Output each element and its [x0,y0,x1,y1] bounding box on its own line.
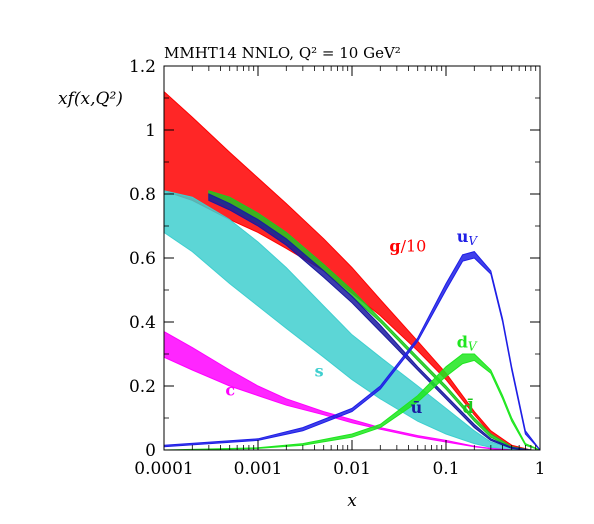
curve-label-bar: ū [411,398,423,417]
series-layer [164,90,540,450]
x-tick-label: 0.001 [234,459,283,479]
x-tick-label: 1 [535,459,546,479]
y-tick-label: 1.2 [129,57,156,77]
y-tick-label: 0.6 [129,249,156,269]
x-tick-label: 0.0001 [134,459,193,479]
curve-label-d: d̄ [463,397,474,417]
band-uv [164,251,540,450]
curve-label-dv: dV [457,333,478,354]
y-axis-label: xf(x,Q²) [58,89,123,109]
y-tick-label: 0.8 [129,185,156,205]
curve-label-s: s [315,361,324,380]
y-tick-label: 0 [145,441,156,461]
x-axis-label: x [347,491,357,511]
curve-label-c: c [225,381,235,400]
y-tick-label: 0.4 [129,313,156,333]
curve-label-g-10: g/10 [389,237,426,256]
band-dv [164,353,540,450]
band-c [164,331,540,450]
y-tick-label: 0.2 [129,377,156,397]
curve-label-uv: uV [457,227,479,248]
chart-title: MMHT14 NNLO, Q² = 10 GeV² [164,44,401,62]
x-tick-label: 0.1 [432,459,459,479]
x-tick-label: 0.01 [333,459,371,479]
y-tick-label: 1 [145,121,156,141]
tick-layer: 0.0001 0.001 0.01 0.1 1 0 0.2 0.4 0.6 0.8 1 1.2 [129,57,545,479]
band-s [164,190,540,450]
band-bar [208,193,540,450]
band-g-10 [164,90,540,450]
